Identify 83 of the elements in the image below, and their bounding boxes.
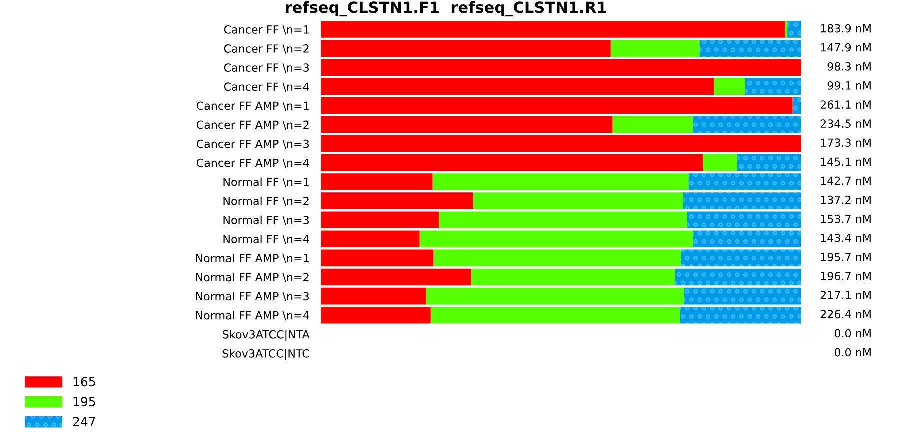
y-tick-label: Cancer FF AMP \n=3 xyxy=(196,140,309,150)
y-tick-label: Skov3ATCC|NTA xyxy=(223,330,310,342)
bar xyxy=(430,306,680,324)
bar xyxy=(714,78,746,96)
bar xyxy=(700,40,801,57)
text: 217.1 nM xyxy=(820,291,871,300)
y-tick-label: Normal FF \n=4 xyxy=(224,234,310,244)
bar xyxy=(321,288,426,305)
bar xyxy=(792,97,801,114)
text: 0.0 nM xyxy=(834,348,871,357)
legend-label: 165 xyxy=(74,377,96,387)
bar xyxy=(737,154,801,172)
bar xyxy=(321,306,431,324)
y-tick-label: Cancer FF \n=1 xyxy=(224,26,309,35)
text: 183.9 nM xyxy=(821,24,871,33)
bar xyxy=(420,230,693,248)
text: 98.3 nM xyxy=(828,62,871,71)
text: 173.3 nM xyxy=(821,138,871,148)
bar xyxy=(439,212,688,228)
bar xyxy=(745,78,801,96)
bar xyxy=(434,250,681,267)
text: 226.4 nM xyxy=(820,310,871,319)
bar xyxy=(426,288,684,305)
text: 99.1 nM xyxy=(828,82,871,90)
y-tick-label: Normal FF AMP \n=1 xyxy=(196,254,309,264)
text: 137.2 nM xyxy=(821,196,871,204)
bar xyxy=(321,230,420,248)
bar xyxy=(321,154,704,172)
text: 234.5 nM xyxy=(820,120,871,128)
chart-title: refseq_CLSTN1.F1 refseq_CLSTN1.R1 xyxy=(286,1,606,17)
bar xyxy=(321,21,786,38)
y-tick-label: Cancer FF \n=3 xyxy=(224,64,309,73)
bar xyxy=(684,288,801,305)
y-tick-label: Cancer FF \n=4 xyxy=(224,82,310,92)
legend-label: 247 xyxy=(73,417,96,426)
bar xyxy=(321,268,472,286)
text: 0.0 nM xyxy=(834,329,871,338)
bar xyxy=(473,192,684,210)
y-tick-label: Normal FF AMP \n=3 xyxy=(196,292,309,302)
bar xyxy=(693,116,801,134)
text: 147.9 nM xyxy=(821,43,871,52)
bar xyxy=(675,268,801,286)
bar xyxy=(680,306,801,324)
y-tick-label: Cancer FF AMP \n=4 xyxy=(196,158,310,168)
y-tick-label: Normal FF \n=2 xyxy=(224,196,309,206)
bar xyxy=(321,135,801,152)
bar xyxy=(785,21,788,38)
bar xyxy=(610,40,700,57)
bar xyxy=(321,212,440,228)
bar xyxy=(321,40,611,57)
text: 143.4 nM xyxy=(821,234,871,242)
text: 153.7 nM xyxy=(821,214,871,224)
y-tick-label: Normal FF AMP \n=4 xyxy=(196,311,310,321)
y-tick-label: Normal FF \n=3 xyxy=(224,216,309,226)
text: 261.1 nM xyxy=(820,100,871,109)
bar xyxy=(321,78,714,96)
y-tick-label: Cancer FF AMP \n=1 xyxy=(196,102,309,112)
bar xyxy=(321,250,434,267)
bar xyxy=(688,174,801,190)
bar xyxy=(612,116,693,134)
bar xyxy=(321,174,433,190)
y-tick-label: Normal FF AMP \n=2 xyxy=(196,273,309,283)
bar xyxy=(683,192,801,210)
text: 145.1 nM xyxy=(821,158,871,166)
y-tick-label: Skov3ATCC|NTC xyxy=(222,349,310,360)
bar xyxy=(321,192,474,210)
text: 196.7 nM xyxy=(821,272,871,280)
y-tick-label: Cancer FF AMP \n=2 xyxy=(196,120,309,130)
bar xyxy=(321,59,801,76)
text: 195.7 nM xyxy=(821,253,871,262)
bar xyxy=(788,21,801,38)
y-tick-label: Cancer FF \n=2 xyxy=(224,44,309,54)
y-tick-label: Normal FF \n=1 xyxy=(224,178,309,188)
bar xyxy=(687,212,801,228)
bar xyxy=(321,97,793,114)
bar xyxy=(321,116,613,134)
bar xyxy=(693,230,801,248)
bar xyxy=(703,154,738,172)
bar xyxy=(471,268,676,286)
bar xyxy=(432,174,689,190)
text: 142.7 nM xyxy=(821,176,871,186)
bar xyxy=(681,250,801,267)
legend-label: 195 xyxy=(74,397,96,407)
